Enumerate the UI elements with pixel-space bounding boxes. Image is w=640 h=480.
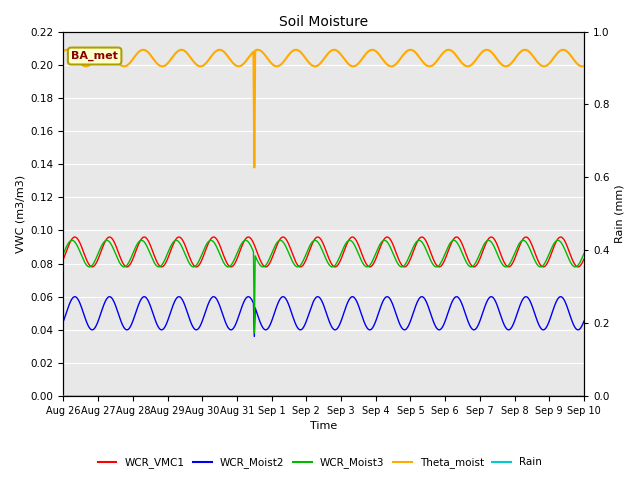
Y-axis label: Rain (mm): Rain (mm) [615, 184, 625, 243]
X-axis label: Time: Time [310, 421, 337, 432]
Text: BA_met: BA_met [71, 51, 118, 61]
Title: Soil Moisture: Soil Moisture [279, 15, 368, 29]
Y-axis label: VWC (m3/m3): VWC (m3/m3) [15, 175, 25, 253]
Legend: WCR_VMC1, WCR_Moist2, WCR_Moist3, Theta_moist, Rain: WCR_VMC1, WCR_Moist2, WCR_Moist3, Theta_… [93, 453, 547, 472]
